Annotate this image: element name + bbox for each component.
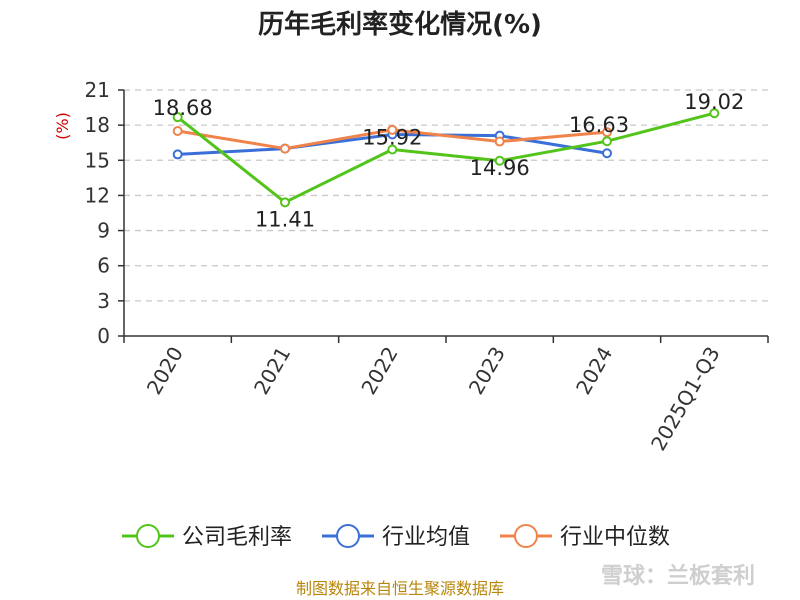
data-label: 16.63	[569, 113, 629, 137]
chart-title: 历年毛利率变化情况(%)	[258, 9, 542, 40]
y-axis-label: (%)	[53, 112, 72, 140]
data-point	[387, 124, 398, 135]
data-point	[602, 148, 612, 159]
data-labels: 18.68 11.41 15.92 14.96 16.63 19.02	[153, 90, 745, 231]
grid-lines	[124, 89, 768, 302]
data-label: 15.92	[362, 126, 422, 150]
series-line-0	[176, 111, 715, 204]
y-tick-label: 0	[97, 324, 110, 348]
x-tick-label: 2024	[571, 343, 617, 399]
y-tick-label: 3	[97, 289, 110, 313]
data-label: 14.96	[470, 156, 530, 180]
data-label: 18.68	[153, 96, 213, 120]
data-point	[494, 136, 505, 147]
data-point	[172, 112, 183, 123]
x-tick-label: 2020	[142, 343, 188, 399]
legend-marker	[136, 524, 160, 548]
y-tick-label: 6	[97, 254, 110, 278]
data-point	[602, 127, 612, 138]
watermark: 雪球：兰板套利	[601, 563, 755, 589]
data-label: 11.41	[255, 207, 315, 231]
y-tick-label: 21	[85, 78, 110, 102]
data-point	[387, 144, 398, 155]
x-tick-label: 2023	[464, 342, 510, 398]
x-tick-label: 2021	[249, 343, 295, 399]
legend-marker	[336, 524, 360, 548]
data-label: 19.02	[684, 90, 744, 114]
y-tick-label: 15	[85, 148, 110, 172]
source-note: 制图数据来自恒生聚源数据库	[296, 579, 504, 598]
data-point	[280, 143, 290, 154]
y-tick-label: 18	[85, 113, 110, 137]
y-tick-label: 12	[85, 183, 110, 207]
y-tick-label: 9	[97, 219, 110, 243]
data-point	[280, 197, 290, 208]
x-tick-label: 2025Q1-Q3	[646, 343, 725, 455]
data-point	[709, 108, 720, 119]
data-point	[494, 155, 505, 166]
data-point	[602, 136, 612, 147]
legend-label[interactable]: 行业中位数	[560, 525, 670, 550]
legend-marker	[514, 524, 538, 548]
data-point	[172, 126, 183, 136]
data-point	[172, 149, 183, 160]
legend-label[interactable]: 公司毛利率	[182, 525, 292, 550]
x-tick-label: 2022	[356, 343, 402, 399]
legend[interactable]: 公司毛利率 行业均值 行业中位数	[122, 524, 670, 550]
series-layer	[172, 108, 720, 208]
legend-label[interactable]: 行业均值	[382, 525, 470, 550]
